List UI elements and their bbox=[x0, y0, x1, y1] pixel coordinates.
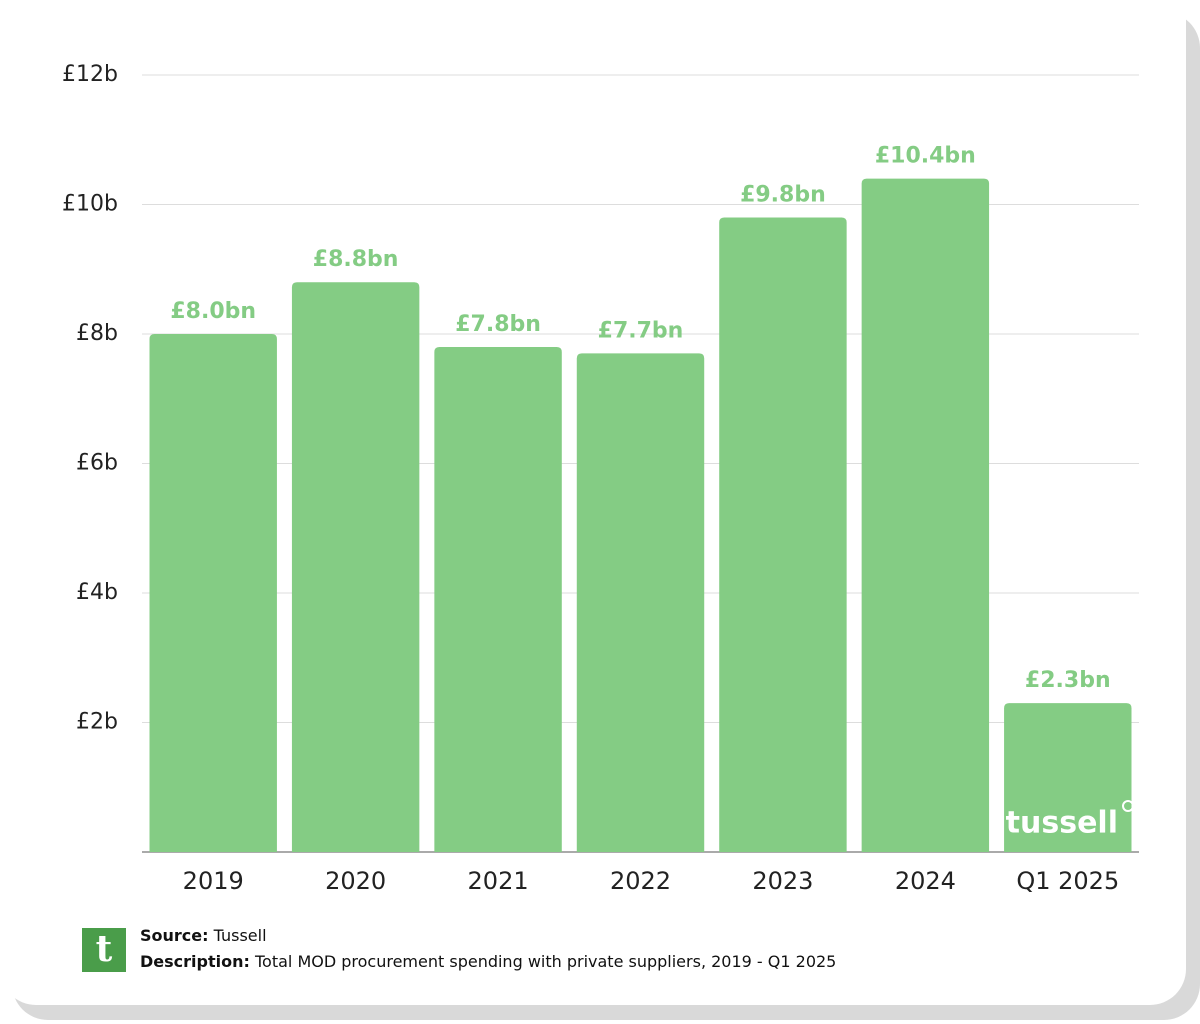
value-label: £7.8bn bbox=[455, 312, 541, 337]
bar bbox=[149, 334, 277, 852]
y-tick-label: £10b bbox=[62, 192, 118, 217]
source: Source: Tussell bbox=[140, 926, 267, 945]
x-tick-label: Q1 2025 bbox=[1016, 867, 1119, 895]
logo-letter: t bbox=[96, 928, 113, 970]
value-label: £2.3bn bbox=[1025, 668, 1111, 693]
logo bbox=[82, 928, 126, 972]
description: Description: Total MOD procurement spend… bbox=[140, 952, 836, 971]
value-label: £8.8bn bbox=[313, 247, 399, 272]
bar bbox=[576, 353, 705, 852]
bar bbox=[434, 346, 562, 852]
value-label: £8.0bn bbox=[170, 299, 256, 324]
x-tick-label: 2021 bbox=[468, 867, 529, 895]
x-tick-label: 2019 bbox=[183, 867, 244, 895]
description-text: Total MOD procurement spending with priv… bbox=[254, 952, 836, 971]
description-label: Description: bbox=[140, 952, 250, 971]
y-tick-label: £6b bbox=[76, 451, 118, 476]
bar bbox=[1004, 703, 1132, 852]
bar bbox=[861, 178, 990, 853]
bar bbox=[719, 217, 847, 852]
source-text: Tussell bbox=[213, 926, 267, 945]
bar bbox=[291, 282, 420, 852]
watermark-dot bbox=[1122, 800, 1134, 812]
x-tick-label: 2023 bbox=[752, 867, 813, 895]
x-tick-label: 2022 bbox=[610, 867, 671, 895]
source-label: Source: bbox=[140, 926, 209, 945]
x-tick-label: 2020 bbox=[325, 867, 386, 895]
value-label: £7.7bn bbox=[598, 318, 684, 343]
y-tick-label: £4b bbox=[76, 580, 118, 605]
y-tick-label: £12b bbox=[62, 62, 118, 87]
y-tick-label: £8b bbox=[76, 321, 118, 346]
watermark: tussell bbox=[1006, 806, 1118, 841]
value-label: £10.4bn bbox=[875, 144, 976, 169]
value-label: £9.8bn bbox=[740, 182, 826, 207]
y-tick-label: £2b bbox=[76, 710, 118, 735]
x-tick-label: 2024 bbox=[895, 867, 956, 895]
